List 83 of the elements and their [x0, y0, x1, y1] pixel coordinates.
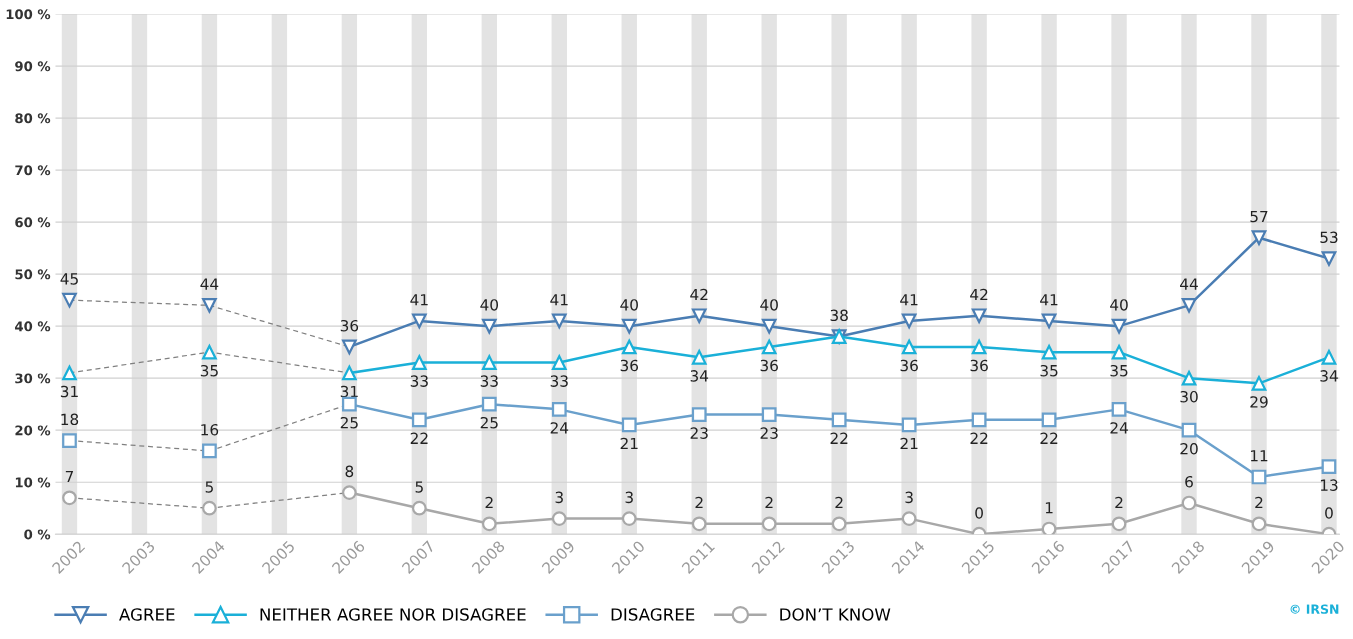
- data-label: 41: [550, 294, 568, 306]
- data-label: 16: [201, 423, 219, 436]
- data-label: 23: [690, 427, 708, 439]
- data-label: 21: [900, 437, 918, 450]
- y-tick-label: 40 %: [15, 321, 51, 332]
- data-label: 30: [1180, 390, 1198, 403]
- data-label: 36: [760, 359, 778, 372]
- data-label: 11: [1250, 450, 1268, 462]
- data-label: 2: [1115, 496, 1123, 509]
- data-label: 5: [415, 481, 423, 493]
- data-label: 41: [410, 294, 428, 306]
- data-label: 44: [200, 278, 219, 290]
- y-tick-label: 30 %: [15, 373, 51, 384]
- data-label: 23: [760, 427, 778, 439]
- data-label: 40: [1110, 299, 1128, 311]
- y-tick-label: 70 %: [15, 165, 51, 176]
- data-label: 25: [340, 416, 358, 429]
- data-label: 2: [485, 496, 493, 509]
- data-label: 22: [830, 432, 848, 444]
- data-label: 22: [410, 432, 428, 444]
- data-label: 13: [1320, 479, 1338, 491]
- legend-label: AGREE: [119, 608, 175, 621]
- y-tick-label: 90 %: [15, 61, 51, 72]
- data-label: 20: [1180, 442, 1198, 455]
- data-label: 36: [900, 359, 918, 372]
- data-label: 3: [905, 491, 913, 504]
- legend-label: NEITHER AGREE NOR DISAGREE: [260, 608, 526, 621]
- legend-label: DISAGREE: [611, 608, 695, 621]
- data-label: 33: [550, 375, 568, 387]
- data-label: 42: [690, 288, 708, 301]
- data-label: 8: [345, 465, 354, 478]
- data-label: 33: [480, 375, 498, 387]
- data-label: 24: [550, 422, 569, 434]
- data-label: 0: [975, 507, 983, 519]
- data-label: 33: [410, 375, 428, 387]
- data-label: 34: [690, 370, 709, 382]
- data-label: 6: [1185, 475, 1193, 488]
- data-label: 35: [1110, 364, 1128, 377]
- data-label: 44: [1180, 278, 1198, 290]
- data-label: 2: [1255, 496, 1263, 509]
- y-tick-label: 10 %: [15, 477, 51, 488]
- data-label: 40: [620, 299, 638, 311]
- data-label: 7: [65, 470, 74, 483]
- data-label: 36: [340, 319, 359, 332]
- data-label: 2: [695, 496, 703, 509]
- data-label: 36: [620, 359, 639, 372]
- data-label: 3: [625, 491, 633, 504]
- y-tick-label: 100 %: [6, 9, 51, 20]
- data-label: 3: [555, 491, 563, 504]
- data-label: 40: [760, 299, 778, 311]
- legend-label: DON’T KNOW: [780, 608, 891, 621]
- y-tick-label: 50 %: [15, 269, 51, 280]
- data-label: 1: [1045, 502, 1053, 514]
- data-label: 35: [1040, 364, 1058, 377]
- data-label: 35: [200, 364, 218, 377]
- data-label: 53: [1320, 231, 1338, 244]
- data-label: 38: [830, 309, 848, 322]
- data-label: 57: [1250, 210, 1268, 223]
- y-tick-label: 0 %: [24, 529, 51, 540]
- data-label: 2: [835, 496, 843, 509]
- y-tick-label: 20 %: [15, 425, 51, 436]
- data-label: 18: [61, 413, 79, 426]
- y-tick-label: 80 %: [15, 113, 51, 124]
- data-label: 22: [970, 432, 988, 444]
- data-label: 22: [1040, 432, 1058, 444]
- data-label: 21: [620, 437, 638, 450]
- data-label: 31: [340, 385, 358, 398]
- data-label: 25: [480, 416, 498, 429]
- data-label: 31: [60, 385, 78, 398]
- y-tick-label: 60 %: [15, 217, 51, 228]
- data-label: 5: [205, 481, 213, 493]
- data-label: 42: [970, 288, 988, 301]
- data-label: 40: [480, 299, 499, 311]
- data-label: 41: [1040, 294, 1058, 306]
- data-label: 41: [900, 294, 918, 306]
- data-label: 29: [1250, 396, 1268, 408]
- data-label: 2: [765, 496, 773, 509]
- text: © IRSN: [1290, 604, 1339, 614]
- data-label: 24: [1110, 422, 1128, 434]
- data-label: 34: [1320, 370, 1338, 382]
- data-label: 45: [60, 273, 78, 285]
- data-label: 0: [1325, 507, 1333, 519]
- data-label: 36: [970, 359, 988, 372]
